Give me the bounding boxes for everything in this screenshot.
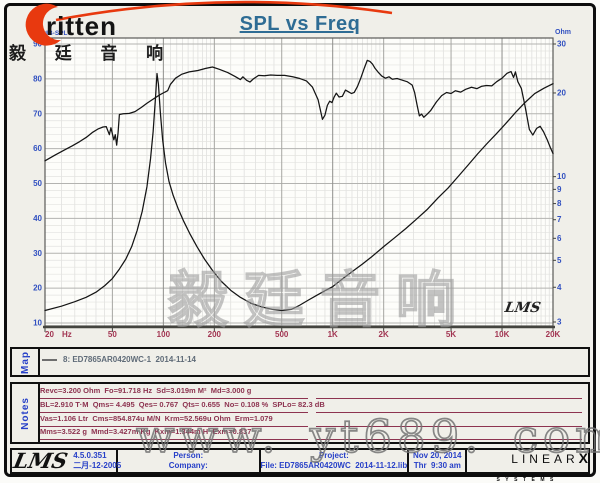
svg-text:20: 20 — [557, 88, 566, 97]
brand-wordmark: ritten — [46, 11, 117, 41]
svg-text:30: 30 — [557, 40, 566, 49]
svg-text:10: 10 — [33, 319, 42, 328]
report-time: Thr 9:30 am — [413, 461, 461, 470]
svg-text:10K: 10K — [495, 330, 510, 339]
svg-text:5K: 5K — [446, 330, 456, 339]
svg-text:200: 200 — [208, 330, 222, 339]
svg-text:7: 7 — [557, 215, 562, 224]
svg-text:20: 20 — [33, 284, 42, 293]
svg-text:70: 70 — [33, 109, 42, 118]
svg-text:10: 10 — [557, 172, 566, 181]
company-label: Company: — [168, 461, 208, 470]
linearx-x: X — [578, 449, 588, 466]
svg-text:20K: 20K — [546, 330, 561, 339]
svg-text:6: 6 — [557, 234, 562, 243]
notes-panel: Notes Revc=3.200 Ohm Fo=91.718 Hz Sd=3.0… — [10, 382, 590, 444]
legend-row: 8: ED7865AR0420WC-1 2014-11-14 — [42, 355, 196, 364]
project-label: Project: — [318, 451, 349, 460]
legend-text: 8: ED7865AR0420WC-1 2014-11-14 — [63, 355, 196, 364]
svg-text:8: 8 — [557, 199, 562, 208]
notes-blank-row — [316, 386, 582, 399]
right-axis-title: Ohm — [555, 29, 571, 36]
lms-corner-mark: LMS — [503, 300, 542, 316]
report-date: Nov 20, 2014 — [413, 451, 462, 460]
footer-person-cell: Person: Company: — [118, 450, 261, 472]
notes-line-2: BL=2.910 T·M Qms= 4.495 Qes= 0.767 Qts= … — [40, 400, 325, 413]
svg-text:50: 50 — [108, 330, 117, 339]
app-version: 4.5.0.351 — [73, 451, 107, 460]
linearx-logo: LINEARX SYSTEMS — [467, 449, 588, 483]
app-version-date: 二月-12-2005 — [73, 461, 122, 470]
svg-text:2K: 2K — [379, 330, 389, 339]
person-label: Person: — [173, 451, 204, 460]
svg-text:20: 20 — [45, 330, 54, 339]
impedance-curve — [44, 72, 554, 312]
legend-line-icon — [42, 358, 57, 361]
footer-bar: LMS 4.5.0.351 二月-12-2005 Person: Company… — [10, 448, 590, 483]
footer-lms-cell: LMS 4.5.0.351 二月-12-2005 — [11, 448, 122, 473]
svg-text:Hz: Hz — [62, 330, 72, 339]
file-label: File: ED7865AR0420WC 2014-11-12.lib — [260, 461, 408, 470]
footer-date-cell: Nov 20, 2014 Thr 9:30 am — [409, 450, 468, 472]
notes-line-1: Revc=3.200 Ohm Fo=91.718 Hz Sd=3.019m M²… — [40, 386, 308, 399]
svg-text:40: 40 — [33, 214, 42, 223]
svg-text:60: 60 — [33, 144, 42, 153]
spl-curve — [44, 59, 554, 162]
map-panel-label: Map — [12, 349, 40, 375]
brand-chinese-name: 毅 廷 音 响 — [9, 44, 176, 63]
svg-text:500: 500 — [275, 330, 289, 339]
svg-text:30: 30 — [33, 249, 42, 258]
lms-logo: LMS — [11, 448, 70, 473]
plot-area — [45, 38, 553, 326]
svg-text:1K: 1K — [328, 330, 338, 339]
svg-text:4: 4 — [557, 283, 562, 292]
svg-text:9: 9 — [557, 185, 562, 194]
svg-text:100: 100 — [157, 330, 171, 339]
linearx-wordmark: LINEAR — [511, 451, 579, 466]
notes-blank-row — [316, 400, 582, 413]
notes-panel-label: Notes — [12, 384, 40, 442]
svg-text:5: 5 — [557, 256, 562, 265]
notes-blank-row — [316, 414, 582, 427]
svg-text:50: 50 — [33, 179, 42, 188]
map-panel: Map 8: ED7865AR0420WC-1 2014-11-14 — [10, 347, 590, 377]
svg-text:80: 80 — [33, 74, 42, 83]
notes-line-3: Vas=1.106 Ltr Cms=854.874u M/N Krm=52.56… — [40, 414, 308, 427]
svg-text:3: 3 — [557, 318, 562, 327]
footer-project-cell: Project: File: ED7865AR0420WC 2014-11-12… — [261, 450, 410, 472]
notes-line-4: Mms=3.522 g Mmd=3.427m Kg Kxm=1.344m H E… — [40, 427, 308, 440]
notes-blank-row — [316, 427, 582, 440]
